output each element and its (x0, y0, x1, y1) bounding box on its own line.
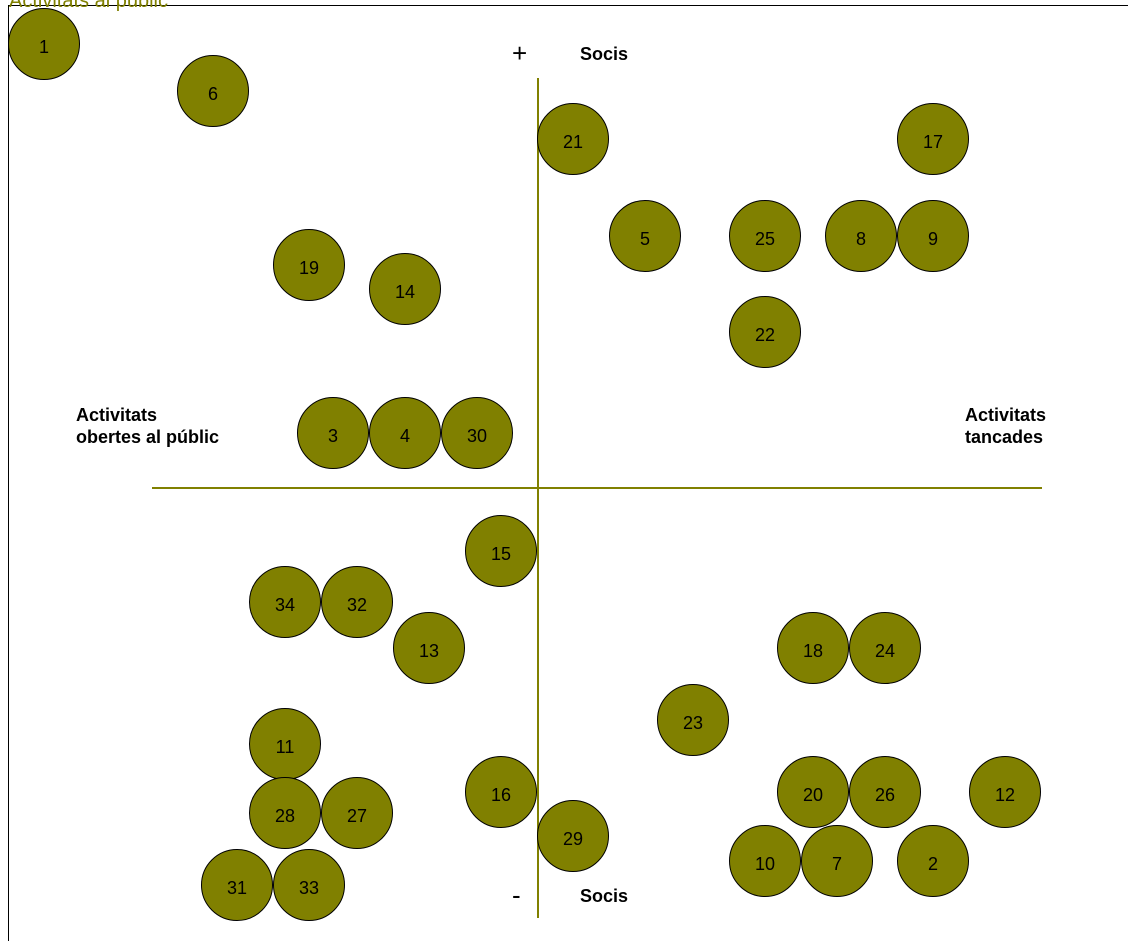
bubble-10: 10 (729, 825, 801, 897)
bubble-25: 25 (729, 200, 801, 272)
left-axis-label: Activitats obertes al públic (76, 404, 219, 448)
bubble-18: 18 (777, 612, 849, 684)
right-axis-label: Activitats tancades (965, 404, 1046, 448)
vertical-axis (537, 78, 539, 918)
bubble-30: 30 (441, 397, 513, 469)
bubble-27: 27 (321, 777, 393, 849)
bubble-28: 28 (249, 777, 321, 849)
bubble-4: 4 (369, 397, 441, 469)
bubble-1: 1 (8, 8, 80, 80)
bubble-11: 11 (249, 708, 321, 780)
bubble-19: 19 (273, 229, 345, 301)
bubble-31: 31 (201, 849, 273, 921)
bubble-3: 3 (297, 397, 369, 469)
bubble-21: 21 (537, 103, 609, 175)
bubble-5: 5 (609, 200, 681, 272)
bubble-17: 17 (897, 103, 969, 175)
bubble-7: 7 (801, 825, 873, 897)
top-axis-label: Socis (580, 44, 629, 64)
bubble-23: 23 (657, 684, 729, 756)
bottom-axis-label: Socis (580, 886, 629, 906)
right-axis-label-line2: tancades (965, 427, 1044, 447)
right-axis-label-line1: Activitats (965, 405, 1047, 425)
bubble-15: 15 (465, 515, 537, 587)
bubble-24: 24 (849, 612, 921, 684)
bubble-29: 29 (537, 800, 609, 872)
left-axis-label-line2: obertes al públic (76, 427, 220, 447)
bubble-6: 6 (177, 55, 249, 127)
bubble-32: 32 (321, 566, 393, 638)
bubble-26: 26 (849, 756, 921, 828)
bubble-22: 22 (729, 296, 801, 368)
bubble-9: 9 (897, 200, 969, 272)
bubble-16: 16 (465, 756, 537, 828)
horizontal-axis (152, 487, 1042, 489)
bubble-14: 14 (369, 253, 441, 325)
bubble-20: 20 (777, 756, 849, 828)
bubble-8: 8 (825, 200, 897, 272)
bubble-2: 2 (897, 825, 969, 897)
bubble-34: 34 (249, 566, 321, 638)
bubble-33: 33 (273, 849, 345, 921)
left-axis-label-line1: Activitats (76, 405, 158, 425)
bubble-13: 13 (393, 612, 465, 684)
top-sign: + (512, 38, 528, 68)
bubble-12: 12 (969, 756, 1041, 828)
bottom-sign: - (512, 880, 521, 910)
